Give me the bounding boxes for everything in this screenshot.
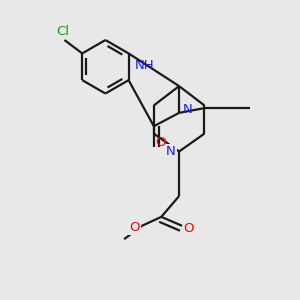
Text: O: O: [155, 136, 166, 149]
Text: Cl: Cl: [56, 25, 69, 38]
Text: N: N: [166, 145, 176, 158]
Text: NH: NH: [135, 59, 155, 72]
Text: O: O: [129, 221, 140, 234]
Text: O: O: [183, 222, 193, 235]
Text: N: N: [183, 103, 192, 116]
